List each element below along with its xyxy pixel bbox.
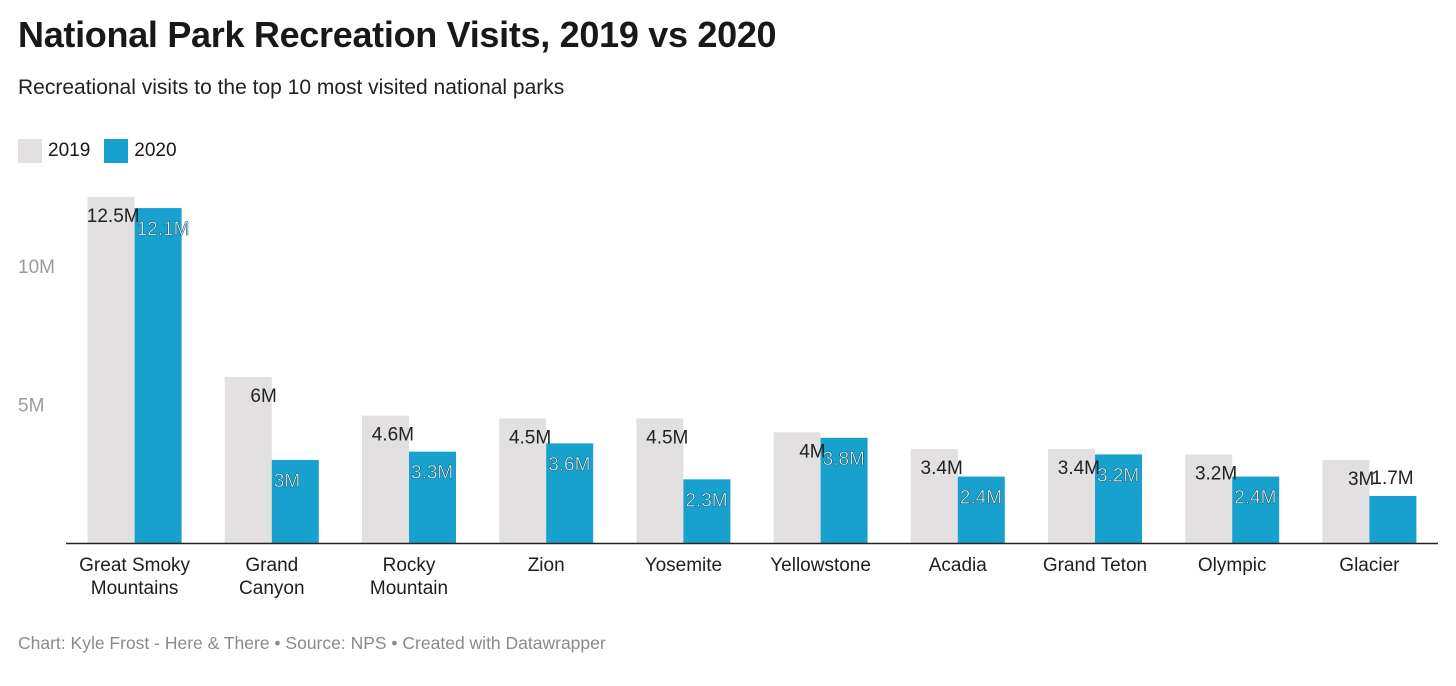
- bar-2020: [683, 479, 731, 543]
- bar-2020: [546, 443, 594, 543]
- bar-2020: [271, 459, 319, 543]
- legend-label-2020: 2020: [134, 140, 177, 161]
- value-label-2020: 3.6M: [548, 454, 590, 475]
- bar-2020: [134, 208, 182, 543]
- chart-subtitle: Recreational visits to the top 10 most v…: [18, 76, 565, 99]
- value-label-2019: 4M: [799, 441, 825, 462]
- bar-2020: [1369, 495, 1417, 543]
- category-label: Grand: [245, 555, 298, 576]
- y-tick-label: 5M: [18, 396, 44, 417]
- bar-2020: [820, 437, 868, 543]
- category-label: Mountains: [91, 578, 179, 599]
- bar-2020: [1232, 476, 1280, 543]
- bar-2019: [1322, 459, 1370, 543]
- value-label-2019: 4.5M: [509, 427, 551, 448]
- value-label-2019: 3.4M: [1058, 458, 1100, 479]
- category-label: Olympic: [1198, 555, 1267, 576]
- value-label-2020: 3.2M: [1097, 465, 1139, 486]
- category-label: Glacier: [1339, 555, 1400, 576]
- bar-2019: [1185, 454, 1233, 543]
- bar-2020: [957, 476, 1005, 543]
- value-label-2019: 12.5M: [87, 206, 140, 227]
- value-label-2020: 2.4M: [1234, 488, 1276, 509]
- bar-2019: [636, 418, 684, 543]
- chart-footer: Chart: Kyle Frost - Here & There • Sourc…: [18, 633, 606, 653]
- legend-item-2020: 2020: [104, 139, 177, 163]
- bar-2019: [87, 197, 135, 543]
- value-label-2019: 4.5M: [646, 427, 688, 448]
- value-label-2020: 3.8M: [823, 449, 865, 470]
- bar-2019: [773, 432, 821, 543]
- value-label-2020: 2.3M: [685, 490, 727, 511]
- bar-2020: [409, 451, 456, 543]
- value-label-2020: 2.4M: [960, 488, 1002, 509]
- legend-item-2019: 2019: [18, 139, 90, 163]
- bar-2019: [910, 448, 958, 543]
- value-label-2020: 3M: [274, 471, 300, 492]
- chart-title: National Park Recreation Visits, 2019 vs…: [18, 14, 777, 55]
- category-label: Yosemite: [645, 555, 722, 576]
- y-tick-label: 10M: [18, 257, 55, 278]
- bar-2019: [224, 376, 272, 543]
- category-label: Canyon: [239, 578, 305, 599]
- category-label: Rocky: [383, 555, 436, 576]
- bar-2020: [1095, 454, 1142, 543]
- bar-2019: [1048, 448, 1095, 543]
- category-label: Mountain: [370, 578, 448, 599]
- category-label: Yellowstone: [770, 555, 871, 576]
- value-label-2020: 12.1M: [137, 219, 190, 240]
- bar-2019: [362, 415, 409, 543]
- category-label: Zion: [528, 555, 565, 576]
- value-label-2020: 3.3M: [411, 463, 453, 484]
- value-label-2019: 3.2M: [1195, 463, 1237, 484]
- value-label-2019: 3M: [1348, 469, 1374, 490]
- category-label: Grand Teton: [1043, 555, 1147, 576]
- legend-label-2019: 2019: [48, 140, 91, 161]
- category-label: Great Smoky: [79, 555, 190, 576]
- bar-2019: [499, 418, 547, 543]
- value-label-2019: 3.4M: [921, 458, 963, 479]
- legend-swatch-2019: [18, 139, 42, 163]
- value-label-2020: 1.7M: [1371, 468, 1413, 489]
- legend-swatch-2020: [104, 139, 129, 163]
- category-label: Acadia: [929, 555, 988, 576]
- legend: 2019 2020: [18, 139, 191, 163]
- value-label-2019: 6M: [250, 386, 276, 407]
- value-label-2019: 4.6M: [372, 425, 414, 446]
